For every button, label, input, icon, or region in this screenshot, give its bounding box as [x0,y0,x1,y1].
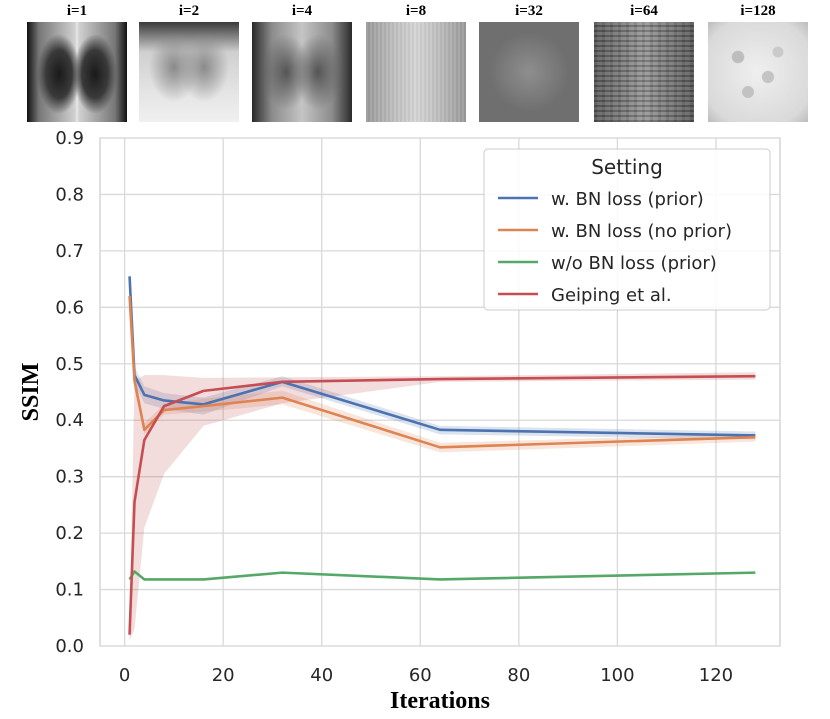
x-tick-label: 60 [409,665,432,686]
legend-label: w/o BN loss (prior) [551,253,717,274]
thumbnail-image [479,22,579,122]
thumbnail-label: i=64 [630,3,658,19]
confidence-bands [129,270,756,641]
thumbnail-label: i=128 [740,3,776,19]
x-tick-label: 20 [212,665,235,686]
thumbnail-5: i=32 [479,0,579,122]
x-tick-label: 40 [310,665,333,686]
series-line [128,570,756,581]
x-axis-title: Iterations [390,688,490,714]
y-tick-label: 0.6 [55,297,84,318]
confidence-band [129,287,756,453]
confidence-band [129,372,756,641]
thumbnail-2: i=2 [139,0,239,122]
series-lines [128,276,756,635]
x-tick-label: 100 [600,665,634,686]
thumbnail-4: i=8 [366,0,466,122]
thumbnail-1: i=1 [27,0,127,122]
thumbnail-label: i=1 [66,3,88,19]
y-tick-label: 0.4 [55,410,84,431]
thumbnail-6: i=64 [594,0,694,122]
thumbnail-label: i=2 [178,3,200,19]
x-tick-label: 120 [699,665,733,686]
legend-box [483,148,771,311]
series-line [128,295,756,449]
thumbnail-3: i=4 [252,0,352,122]
x-tick-label: 0 [119,665,130,686]
thumbnail-7: i=128 [708,0,808,122]
thumbnail-image [27,22,127,122]
series-line [128,276,756,437]
y-tick-label: 0.3 [55,467,84,488]
legend-title: Setting [591,155,663,179]
legend-label: w. BN loss (prior) [551,189,704,210]
y-tick-label: 0.5 [55,354,84,375]
legend: Setting w. BN loss (prior) w. BN loss (no… [483,148,771,311]
legend-label: w. BN loss (no prior) [551,221,732,242]
y-tick-label: 0.9 [55,128,84,149]
y-tick-label: 0.7 [55,241,84,262]
thumbnail-image [366,22,466,122]
legend-label: Geiping et al. [551,285,672,306]
thumbnail-image [139,22,239,122]
y-tick-labels: 0.0 0.1 0.2 0.3 0.4 0.5 0.6 0.7 0.8 0.9 [55,128,84,657]
y-tick-label: 0.0 [55,636,84,657]
thumbnail-label: i=4 [291,3,313,19]
grid-lines [100,137,780,647]
thumbnail-image [594,22,694,122]
series-line [128,374,756,635]
thumbnail-image [708,22,808,122]
thumbnail-image [252,22,352,122]
thumbnail-label: i=8 [405,3,427,19]
x-tick-labels: 0 20 40 60 80 100 120 [119,665,733,686]
y-tick-label: 0.2 [55,523,84,544]
thumbnail-label: i=32 [515,3,543,19]
x-tick-label: 80 [507,665,530,686]
y-axis-title: SSIM [18,363,44,422]
y-tick-label: 0.1 [55,580,84,601]
thumbnail-strip: i=1 i=2 i=4 i=8 i=32 i=64 i=128 [0,0,830,128]
y-tick-label: 0.8 [55,184,84,205]
